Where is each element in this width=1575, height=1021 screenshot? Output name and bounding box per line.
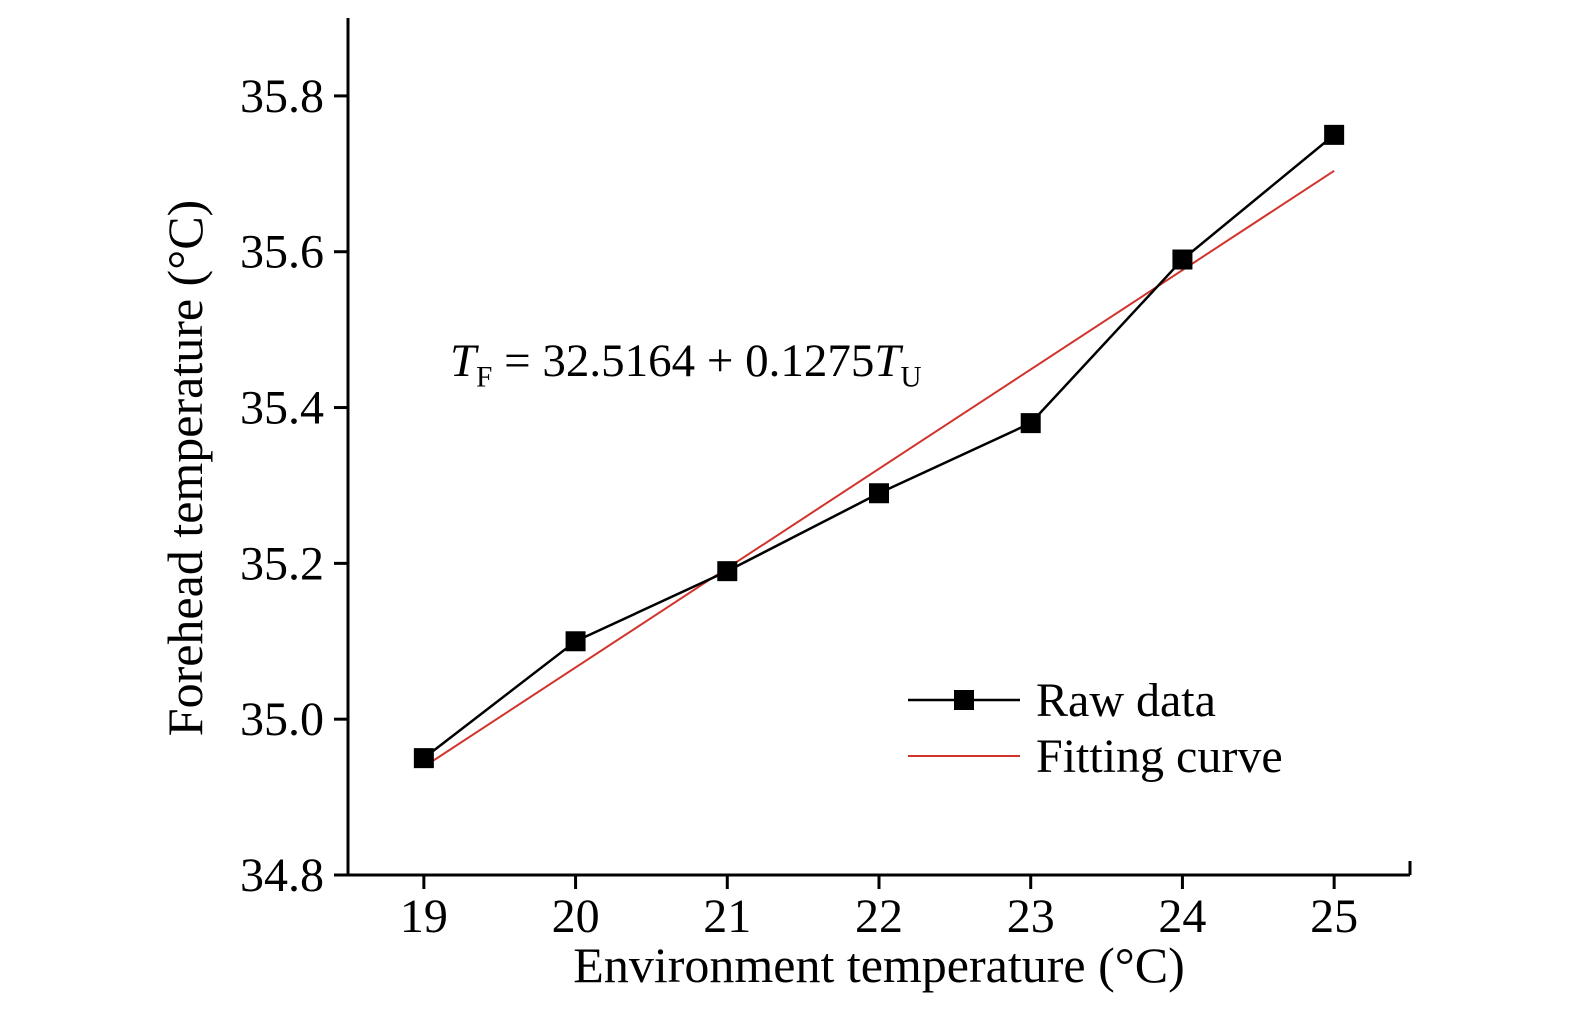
legend-label-fitting-curve: Fitting curve xyxy=(1036,729,1283,783)
raw-data-marker xyxy=(717,561,738,582)
x-tick-label: 25 xyxy=(1310,890,1358,943)
raw-data-marker xyxy=(1172,249,1193,270)
fit-equation: TF = 32.5164 + 0.1275TU xyxy=(450,334,922,394)
raw-data-marker xyxy=(1020,413,1041,434)
legend-item-fitting-curve: Fitting curve xyxy=(908,728,1283,784)
raw-data-marker xyxy=(1324,124,1345,145)
raw-data-line xyxy=(423,133,1335,760)
y-tick-label: 35.4 xyxy=(240,382,324,435)
fitting-curve-line xyxy=(423,169,1335,768)
equation-sub-f: F xyxy=(476,361,493,394)
x-axis-title: Environment temperature (°C) xyxy=(573,937,1185,993)
y-tick-label: 35.6 xyxy=(240,226,324,279)
y-tick-label: 34.8 xyxy=(240,849,324,902)
fitting-curve-swatch-icon xyxy=(908,755,1020,757)
equation-sub-u: U xyxy=(900,361,922,394)
x-tick-label: 23 xyxy=(1007,890,1055,943)
legend-label-raw-data: Raw data xyxy=(1036,673,1216,727)
equation-var-tf: T xyxy=(450,335,477,387)
y-tick-label: 35.0 xyxy=(240,693,324,746)
x-tick-label: 22 xyxy=(855,890,903,943)
legend-item-raw-data: Raw data xyxy=(908,672,1283,728)
y-axis-title: Forehead temperature (°C) xyxy=(157,199,213,737)
equation-body: = 32.5164 + 0.1275 xyxy=(492,335,875,387)
x-tick-label: 19 xyxy=(400,890,448,943)
raw-data-marker xyxy=(869,483,889,504)
equation-var-tu: T xyxy=(874,335,901,387)
legend-raw-marker xyxy=(954,690,974,710)
raw-data-marker xyxy=(413,748,434,769)
raw-data-swatch-icon xyxy=(908,690,1020,710)
y-tick-label: 35.2 xyxy=(240,537,324,590)
y-tick-label: 35.8 xyxy=(240,70,324,123)
x-tick-label: 20 xyxy=(552,890,600,943)
raw-data-marker xyxy=(565,631,586,652)
x-tick-label: 24 xyxy=(1158,890,1206,943)
x-tick-label: 21 xyxy=(703,890,751,943)
legend: Raw data Fitting curve xyxy=(908,672,1283,784)
